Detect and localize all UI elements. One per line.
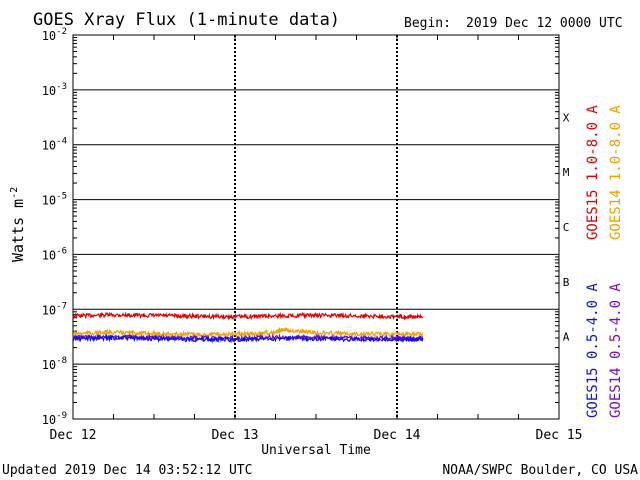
legend-entry: GOES15 0.5-4.0 A — [585, 283, 601, 418]
plot-frame — [72, 34, 560, 420]
y-tick-label: 10-9 — [42, 411, 67, 427]
y-tick-label: 10-5 — [42, 192, 67, 208]
y-tick-label: 10-4 — [42, 137, 67, 153]
legend-entry: GOES14 0.5-4.0 A — [608, 283, 624, 418]
x-tick-label: Dec 13 — [212, 428, 259, 443]
flare-class-label: A — [563, 331, 570, 344]
flare-class-label: X — [563, 111, 570, 124]
y-tick-label: 10-8 — [42, 356, 67, 372]
chart-title: GOES Xray Flux (1-minute data) — [33, 10, 340, 30]
x-tick-label: Dec 14 — [374, 428, 421, 443]
flare-class-label: C — [563, 221, 570, 234]
flare-class-label: B — [563, 276, 570, 289]
x-axis-label: Universal Time — [261, 443, 371, 458]
series-line — [72, 311, 424, 321]
x-tick-label: Dec 12 — [50, 428, 97, 443]
footer-updated: Updated 2019 Dec 14 03:52:12 UTC — [2, 463, 252, 478]
y-tick-label: 10-6 — [42, 246, 67, 262]
legend-entry: GOES14 1.0-8.0 A — [608, 105, 624, 240]
begin-value: 2019 Dec 12 0000 UTC — [466, 16, 623, 31]
y-tick-label: 10-7 — [42, 301, 67, 317]
y-axis-label: Watts m-2 — [9, 187, 27, 262]
flare-class-label: M — [563, 166, 570, 179]
series-line — [72, 326, 424, 339]
y-tick-label: 10-3 — [42, 82, 67, 98]
begin-label: Begin: — [404, 16, 451, 31]
series-line — [72, 334, 424, 344]
footer-credit: NOAA/SWPC Boulder, CO USA — [442, 463, 638, 478]
legend-entry: GOES15 1.0-8.0 A — [585, 105, 601, 240]
y-tick-label: 10-2 — [42, 27, 67, 43]
x-tick-label: Dec 15 — [536, 428, 583, 443]
